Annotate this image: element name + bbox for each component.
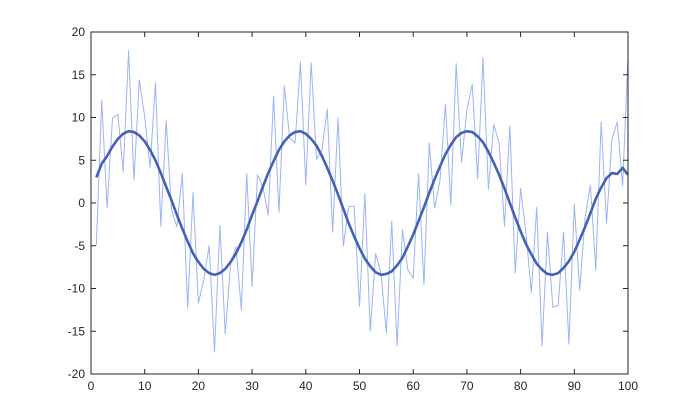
y-tick-label: -5 xyxy=(74,239,85,253)
y-tick-label: -20 xyxy=(68,367,86,381)
series-layer xyxy=(95,50,630,353)
y-tick-label: 5 xyxy=(78,153,85,167)
y-tick-label: -15 xyxy=(68,324,86,338)
x-tick-label: 0 xyxy=(88,379,95,393)
x-tick-label: 40 xyxy=(299,379,313,393)
x-tick-label: 90 xyxy=(568,379,582,393)
y-tick-label: 20 xyxy=(72,25,86,39)
series-line-smoothed xyxy=(95,129,630,277)
x-tick-label: 80 xyxy=(514,379,528,393)
x-tick-label: 50 xyxy=(353,379,367,393)
x-tick-label: 10 xyxy=(138,379,152,393)
x-tick-label: 70 xyxy=(460,379,474,393)
axes-layer: 0 10 20 30 40 50 60 70 80 90 100 -20 -15 -10 -5 0 5 10 15 2… xyxy=(68,25,639,393)
y-tick-label: 15 xyxy=(72,68,86,82)
series-line-noisy xyxy=(95,50,629,353)
x-tick-label: 20 xyxy=(192,379,206,393)
x-tick-label: 100 xyxy=(618,379,638,393)
y-tick-label: 10 xyxy=(72,111,86,125)
x-tick-label: 60 xyxy=(407,379,421,393)
y-tick-label: -10 xyxy=(68,282,86,296)
y-tick-label: 0 xyxy=(78,196,85,210)
x-tick-label: 30 xyxy=(245,379,259,393)
